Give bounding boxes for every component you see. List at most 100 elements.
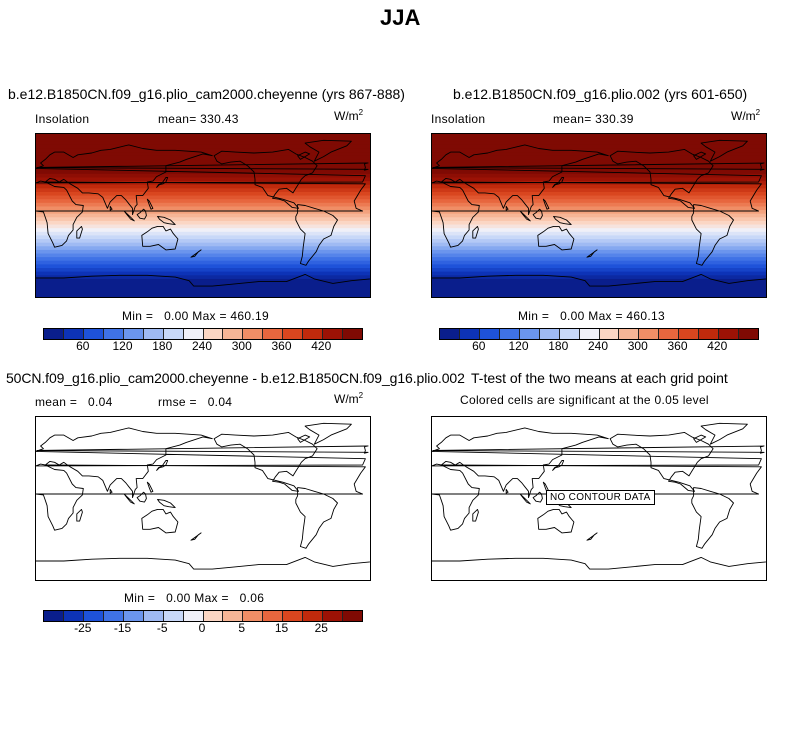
panel-3-map-svg [36, 422, 370, 570]
insolation-band [432, 268, 766, 273]
colorbar-tick-label: 60 [472, 339, 486, 353]
colorbar-cell [143, 329, 164, 339]
coastline-antarctica [36, 556, 370, 570]
coastline-sumatra [123, 210, 135, 222]
colorbar-cell [323, 611, 344, 621]
insolation-band [36, 246, 370, 251]
panel-2-units: W/m2 [731, 108, 761, 123]
insolation-band [432, 184, 766, 189]
panel-2-minmax: Min = 0.00 Max = 460.13 [518, 309, 665, 323]
colorbar-cell [739, 329, 758, 339]
insolation-band [432, 293, 766, 297]
coastline-new-zealand [586, 532, 598, 541]
coastline-eurasia [36, 144, 366, 216]
coastline-australia [141, 508, 179, 534]
insolation-band [432, 228, 766, 233]
insolation-band [432, 282, 766, 287]
colorbar-tick-label: 420 [707, 339, 728, 353]
coastline-greenland [304, 139, 352, 162]
coastline-antarctica [36, 273, 370, 287]
coastline-japan [552, 177, 565, 188]
colorbar-tick-label: 180 [548, 339, 569, 353]
panel-1-map-svg [36, 134, 370, 297]
colorbar-cell [283, 611, 304, 621]
colorbar-panel-2 [439, 328, 759, 340]
panel-2-variable: Insolation [431, 112, 486, 126]
coastline-south-america [295, 204, 338, 266]
insolation-band [432, 202, 766, 207]
insolation-band [36, 173, 370, 178]
insolation-band [36, 257, 370, 262]
coastline-baffin-island [297, 151, 311, 160]
insolation-band [36, 289, 370, 294]
panel-2-map [431, 133, 767, 298]
colorbar-cell [243, 329, 264, 339]
colorbar-cell [479, 329, 500, 339]
coastline-new-guinea [553, 215, 572, 226]
colorbar-cell [44, 329, 64, 339]
colorbar-cell [639, 329, 660, 339]
coastline-madagascar [472, 225, 479, 239]
insolation-band [36, 141, 370, 146]
colorbar-tick-label: 15 [274, 621, 289, 635]
insolation-band [432, 242, 766, 247]
coastline-north-america [609, 431, 714, 492]
panel-4-subtitle: Colored cells are significant at the 0.0… [460, 393, 709, 407]
colorbar-panel-2-ticks: 60 120 180 240 300 360 420 [439, 339, 759, 353]
insolation-band [432, 159, 766, 164]
coastline-new-zealand [586, 249, 598, 258]
coastline-japan [156, 177, 169, 188]
insolation-band [432, 271, 766, 276]
insolation-band [36, 134, 370, 139]
coastline-sri-lanka [505, 205, 509, 211]
colorbar-tick-label: 360 [667, 339, 688, 353]
coastline-africa [36, 464, 366, 531]
colorbar-cell [579, 329, 600, 339]
colorbar-tick-label: 25 [314, 621, 328, 635]
colorbar-panel-1 [43, 328, 363, 340]
insolation-band [432, 231, 766, 236]
coastline-africa [432, 464, 762, 531]
insolation-band [36, 188, 370, 193]
coastline-baffin-island [297, 434, 311, 443]
coastline-great-britain [432, 162, 765, 171]
colorbar-panel-1-ticks: 60 120 180 240 300 360 420 [43, 339, 363, 353]
coastline-madagascar [472, 508, 479, 522]
insolation-band [432, 134, 766, 139]
insolation-band [36, 275, 370, 280]
colorbar-cell [203, 329, 224, 339]
insolation-band [36, 235, 370, 240]
panel-2-map-svg [432, 134, 766, 297]
colorbar-cell [343, 329, 362, 339]
coastline-sumatra [519, 210, 531, 222]
coastline-eurasia [432, 427, 762, 499]
colorbar-cell [459, 329, 480, 339]
coastline-philippines [146, 198, 154, 210]
insolation-band [36, 199, 370, 204]
colorbar-tick-label: -25 [74, 621, 92, 635]
panel-1-units: W/m2 [334, 108, 364, 123]
colorbar-cell [203, 611, 224, 621]
coastline-south-america [295, 487, 338, 549]
insolation-band [36, 184, 370, 189]
insolation-band [36, 137, 370, 142]
coastline-great-britain [432, 445, 765, 454]
colorbar-tick-label: 180 [152, 339, 173, 353]
insolation-band [36, 217, 370, 222]
coastline-greenland [304, 422, 352, 445]
panel-3-map [35, 416, 371, 581]
insolation-band [432, 199, 766, 204]
coastline-japan [156, 460, 169, 471]
figure-title: JJA [380, 5, 421, 30]
coastline-sri-lanka [109, 205, 113, 211]
panel-1-minmax: Min = 0.00 Max = 460.19 [122, 309, 269, 323]
insolation-band [432, 191, 766, 196]
coastline-borneo [532, 208, 543, 220]
insolation-band [432, 173, 766, 178]
colorbar-cell [499, 329, 520, 339]
insolation-band [432, 217, 766, 222]
insolation-band [36, 260, 370, 265]
panel-4-title: T-test of the two means at each grid poi… [471, 370, 728, 386]
insolation-band [432, 264, 766, 269]
colorbar-cell [223, 611, 244, 621]
